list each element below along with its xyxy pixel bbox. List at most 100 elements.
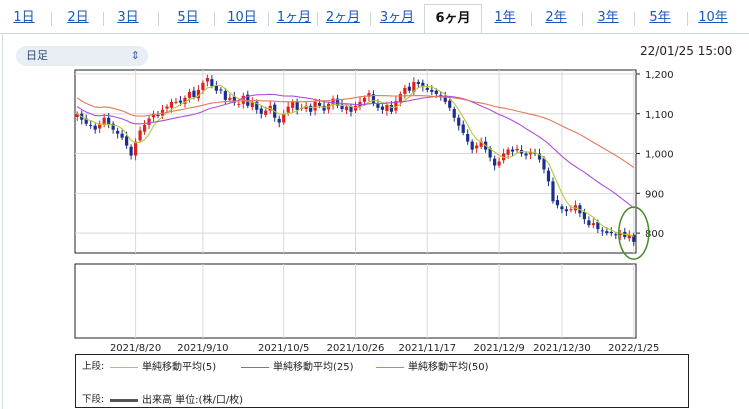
candle-body xyxy=(362,97,367,102)
legend-lower-row: 下段: xyxy=(82,391,104,405)
candle-body xyxy=(133,141,138,156)
candle-body xyxy=(461,124,465,133)
tab-2[interactable]: 3日 xyxy=(117,10,139,25)
tab-separator xyxy=(370,12,371,26)
candle-body xyxy=(107,117,111,125)
candle-body xyxy=(111,123,115,130)
ma5-line xyxy=(76,84,635,238)
legend-ma50-swatch xyxy=(376,366,404,368)
legend-volume: 出来高 単位:(株/口/枚) xyxy=(110,391,243,406)
candle-body xyxy=(582,212,586,220)
candle-body xyxy=(466,134,470,142)
candle-body xyxy=(560,206,564,210)
y-tick-label: 1,200 xyxy=(645,70,674,81)
tab-separator xyxy=(531,12,532,26)
candle-body xyxy=(385,105,389,111)
candle-body xyxy=(587,220,591,226)
tab-8[interactable]: 6ヶ月 xyxy=(424,4,482,35)
legend-ma5-swatch xyxy=(110,366,138,368)
candle-body xyxy=(380,106,385,110)
candle-body xyxy=(331,98,335,106)
candle-body xyxy=(125,136,129,146)
candle-body xyxy=(291,101,295,108)
legend-ma25: 単純移動平均(25) xyxy=(241,358,354,373)
x-tick-label: 2021/10/26 xyxy=(327,343,385,354)
tab-5[interactable]: 1ヶ月 xyxy=(276,10,312,25)
candle-body xyxy=(129,146,133,156)
tab-separator xyxy=(687,12,688,26)
tab-11[interactable]: 3年 xyxy=(597,10,619,25)
candle-body xyxy=(412,81,416,92)
candle-body xyxy=(596,221,600,230)
candle-body xyxy=(187,91,192,98)
candle-body xyxy=(371,94,376,104)
candle-body xyxy=(309,105,313,112)
candle-body xyxy=(295,101,299,110)
tab-3[interactable]: 5日 xyxy=(177,10,199,25)
candle-body xyxy=(102,117,106,125)
legend-ma50: 単純移動平均(50) xyxy=(376,358,489,373)
candle-body xyxy=(259,108,263,114)
candle-body xyxy=(192,90,196,98)
tab-9[interactable]: 1年 xyxy=(494,10,516,25)
tab-12[interactable]: 5年 xyxy=(649,10,671,25)
tab-7[interactable]: 3ヶ月 xyxy=(379,10,415,25)
candle-body xyxy=(470,141,474,150)
candle-body xyxy=(475,145,479,149)
timestamp: 22/01/25 15:00 xyxy=(640,44,733,58)
x-tick-label: 2021/10/5 xyxy=(258,343,309,354)
y-tick-label: 800 xyxy=(645,229,664,240)
candle-body xyxy=(614,234,618,236)
tab-separator xyxy=(103,12,104,26)
tab-1[interactable]: 2日 xyxy=(67,10,89,25)
legend-volume-swatch xyxy=(110,398,138,402)
candle-body xyxy=(569,209,573,211)
legend-ma5-label: 単純移動平均(5) xyxy=(142,362,217,373)
candle-body xyxy=(506,149,510,155)
candle-body xyxy=(219,89,223,91)
candle-body xyxy=(282,113,286,123)
legend-ma50-label: 単純移動平均(50) xyxy=(408,362,489,373)
tab-6[interactable]: 2ヶ月 xyxy=(325,10,361,25)
highlight-circle xyxy=(618,206,650,260)
tab-4[interactable]: 10日 xyxy=(227,10,257,25)
candle-body xyxy=(340,104,344,109)
candle-body xyxy=(443,95,447,102)
interval-select[interactable]: 日足 ⇕ xyxy=(16,46,148,66)
candle-body xyxy=(493,158,497,166)
candle-body xyxy=(632,235,636,242)
candle-body xyxy=(237,103,241,105)
candle-body xyxy=(528,151,533,155)
candle-body xyxy=(600,230,604,232)
candle-body xyxy=(349,106,353,112)
candle-body xyxy=(277,118,281,123)
candle-body xyxy=(524,153,528,156)
tab-10[interactable]: 2年 xyxy=(545,10,567,25)
legend-ma5: 単純移動平均(5) xyxy=(110,358,216,373)
candle-body xyxy=(142,124,147,132)
legend-lower-label: 下段: xyxy=(82,394,105,405)
candle-body xyxy=(98,123,102,129)
candle-body xyxy=(407,86,411,91)
tab-separator xyxy=(582,12,583,26)
x-tick-label: 2021/11/17 xyxy=(398,343,456,354)
tab-separator xyxy=(268,12,269,26)
tab-separator xyxy=(634,12,635,26)
candle-body xyxy=(322,105,326,111)
tab-0[interactable]: 1日 xyxy=(13,10,35,25)
candle-body xyxy=(376,103,380,108)
candle-body xyxy=(304,105,308,109)
candle-body xyxy=(214,85,218,91)
candle-body xyxy=(317,103,322,106)
ma50-line xyxy=(76,95,635,168)
tab-13[interactable]: 10年 xyxy=(698,10,728,25)
candle-body xyxy=(609,231,613,234)
x-tick-label: 2021/12/30 xyxy=(533,343,591,354)
interval-select-value: 日足 xyxy=(26,49,48,62)
candle-body xyxy=(555,200,560,206)
candle-body xyxy=(416,81,420,84)
candle-body xyxy=(210,79,214,86)
candle-body xyxy=(434,90,438,94)
candle-body xyxy=(286,106,290,113)
